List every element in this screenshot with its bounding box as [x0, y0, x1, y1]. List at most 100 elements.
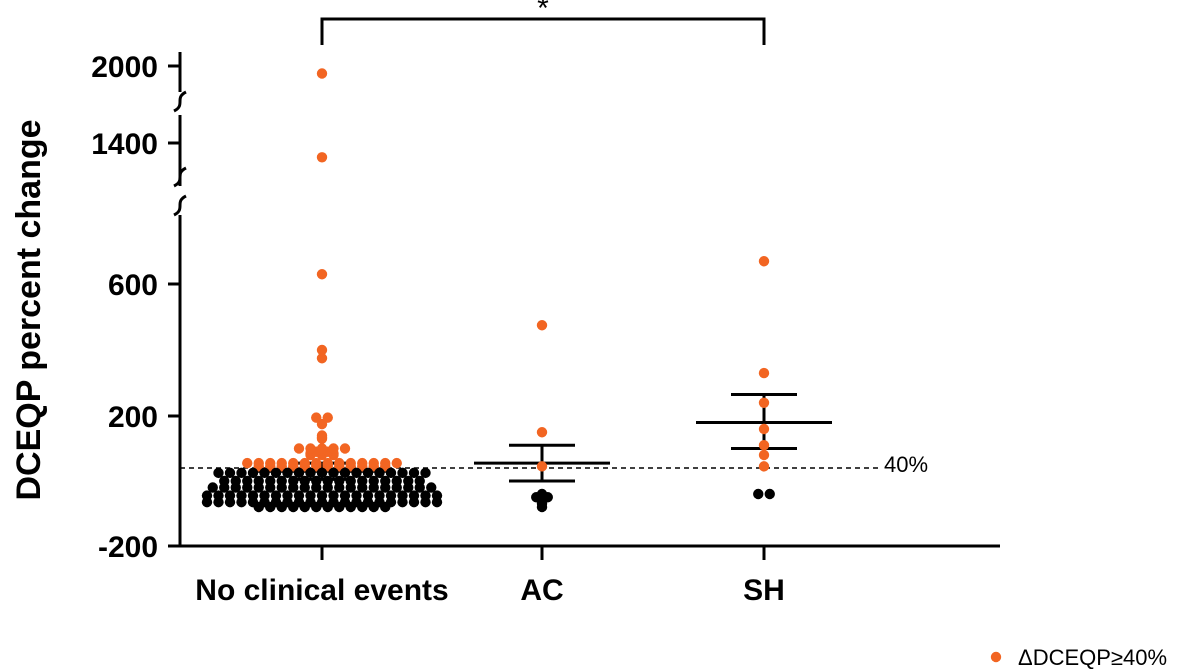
data-point [391, 482, 402, 493]
data-point [316, 344, 328, 356]
data-points [201, 68, 775, 513]
data-point [288, 482, 299, 493]
data-point [374, 467, 385, 479]
data-point [403, 482, 414, 493]
x-category-label: SH [743, 574, 785, 607]
data-point [282, 467, 293, 479]
data-point [253, 482, 264, 493]
data-point [758, 461, 770, 472]
data-point [242, 482, 253, 493]
data-point [397, 467, 408, 479]
y-axis-break-mark [173, 194, 187, 217]
data-point [368, 482, 379, 493]
data-point [357, 457, 368, 469]
y-tick-label: 600 [108, 269, 158, 302]
data-point [380, 457, 391, 469]
data-point [224, 496, 236, 508]
data-point [288, 457, 299, 469]
data-point [270, 467, 282, 479]
data-point [201, 496, 213, 508]
data-point [236, 496, 247, 508]
data-point [385, 467, 397, 479]
data-point [316, 152, 328, 163]
y-axis-title: DCEQP percent change [10, 119, 48, 500]
data-point [316, 443, 328, 454]
data-point [265, 501, 276, 513]
y-ticks: -200 200 600 1400 2000 [91, 51, 180, 564]
axes [173, 52, 1000, 548]
y-tick-label: 1400 [91, 128, 158, 161]
legend: ΔDCEQP≥40% [990, 645, 1167, 669]
data-point [316, 353, 328, 364]
data-point [213, 467, 224, 479]
data-point [414, 482, 425, 493]
data-point [431, 496, 443, 508]
data-point [536, 320, 548, 331]
x-category-label: No clinical events [195, 574, 448, 607]
data-point [305, 443, 316, 454]
data-point [339, 467, 351, 479]
data-point [536, 427, 548, 438]
data-point [322, 482, 333, 493]
data-point [357, 482, 368, 493]
data-point [328, 467, 339, 479]
data-point [420, 496, 431, 508]
data-point [536, 461, 548, 472]
y-axis-break-mark [173, 90, 187, 113]
data-point [758, 256, 770, 267]
data-point [758, 397, 770, 408]
data-point [368, 457, 379, 469]
data-point [276, 457, 287, 469]
data-point [322, 412, 333, 423]
data-point [316, 467, 328, 479]
data-point [259, 467, 270, 479]
data-point [219, 482, 230, 493]
data-point [276, 501, 287, 513]
data-point [758, 449, 770, 461]
data-point [293, 467, 305, 479]
y-tick-label: -200 [98, 531, 158, 564]
data-point [213, 496, 224, 508]
data-point [426, 482, 437, 493]
data-point [334, 457, 345, 469]
data-point [764, 488, 775, 500]
data-point [758, 440, 770, 451]
data-point [316, 430, 328, 441]
data-point [391, 457, 402, 469]
data-point [207, 482, 218, 493]
significance-marker: * [537, 0, 549, 25]
x-category-label: AC [520, 574, 563, 607]
data-point [253, 457, 264, 469]
data-point [288, 501, 299, 513]
data-point [339, 443, 351, 454]
y-tick-label: 200 [108, 401, 158, 434]
data-point [758, 423, 770, 435]
legend-marker [990, 651, 1002, 663]
data-point [242, 457, 253, 469]
data-point [316, 269, 328, 280]
data-point [230, 482, 241, 493]
data-point [368, 501, 379, 513]
x-categories: No clinical events AC SH [195, 546, 785, 607]
data-point [311, 457, 322, 469]
data-point [299, 501, 310, 513]
data-point [362, 467, 374, 479]
legend-label: ΔDCEQP≥40% [1018, 645, 1167, 669]
data-point [334, 501, 345, 513]
data-point [758, 367, 770, 379]
reference-line-label: 40% [884, 452, 928, 477]
data-point [345, 457, 356, 469]
data-point [293, 443, 305, 454]
y-tick-label: 2000 [91, 51, 158, 84]
data-point [397, 496, 408, 508]
data-point [380, 501, 391, 513]
data-point [380, 482, 391, 493]
data-point [265, 457, 276, 469]
data-point [408, 496, 420, 508]
significance-bracket-line [320, 17, 766, 45]
data-point [299, 482, 310, 493]
data-point [420, 467, 431, 479]
data-point [322, 457, 333, 469]
significance-bracket: * [320, 0, 766, 45]
data-point [224, 467, 236, 479]
